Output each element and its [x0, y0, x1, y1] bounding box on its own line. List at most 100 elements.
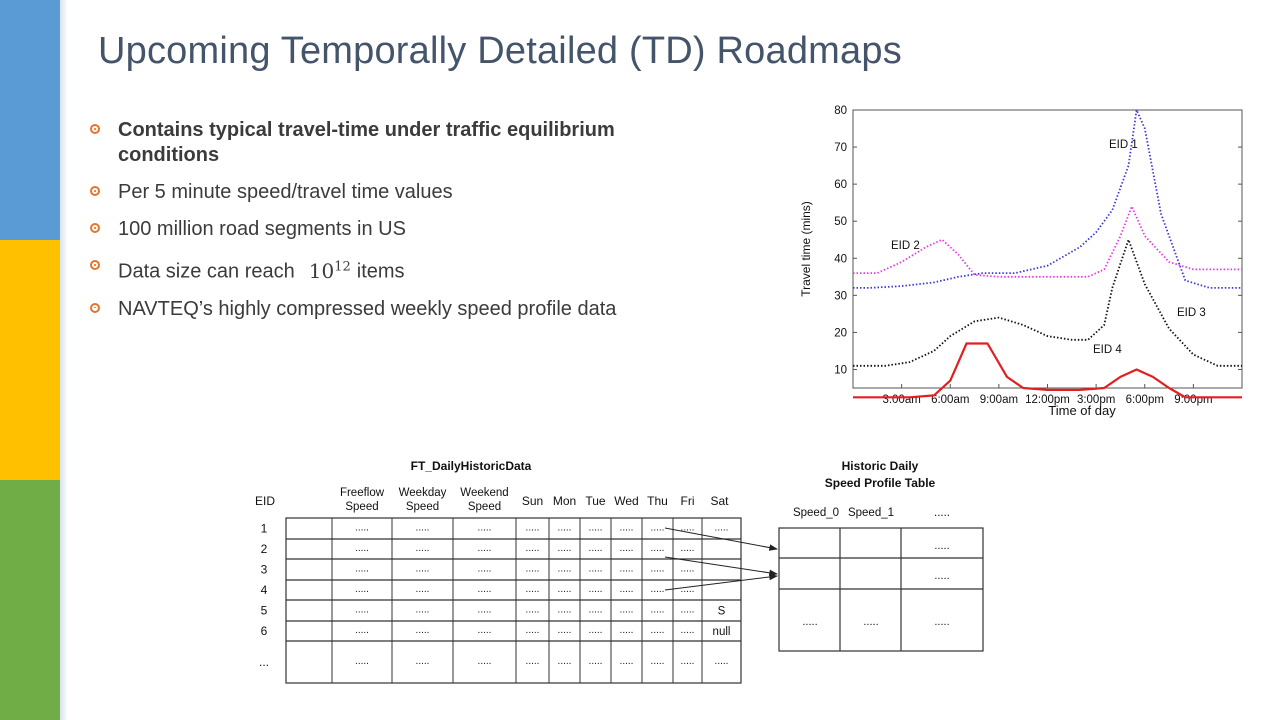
left-header-cell: Weekday: [399, 487, 447, 499]
link-arrow: [664, 556, 779, 577]
x-tick-label: 9:00pm: [1174, 394, 1212, 406]
series-label-eid3: EID 3: [1177, 307, 1206, 319]
table-cell: .....: [526, 625, 540, 636]
row-id: 1: [261, 522, 268, 536]
table-cell: .....: [526, 543, 540, 554]
table-cell: .....: [620, 543, 634, 554]
table-cell: .....: [478, 564, 492, 575]
left-table-rows: 1.......................................…: [259, 522, 730, 670]
table-cell: .....: [526, 584, 540, 595]
left-table-grid: [285, 517, 742, 684]
bullet-ring-icon: [90, 302, 100, 313]
accent-bar-yellow: [0, 240, 60, 480]
bullet-text: NAVTEQ’s highly compressed weekly speed …: [118, 297, 617, 320]
table-cell: .....: [589, 625, 603, 636]
table-cell: .....: [355, 656, 369, 667]
series-line-eid4: [853, 342, 1242, 399]
table-cell: .....: [620, 523, 634, 534]
table-cell: .....: [589, 564, 603, 575]
row-id: 2: [261, 542, 268, 556]
bullet-text: Contains typical travel-time under traff…: [118, 119, 615, 166]
series-line-eid2: [853, 205, 1242, 278]
table-diagram: FT_DailyHistoricData EID Freeflow Speed Wee…: [255, 459, 984, 684]
link-arrow: [664, 573, 779, 591]
row-id: 6: [261, 624, 268, 638]
table-cell: .....: [681, 523, 695, 534]
left-header-cell: Speed: [345, 501, 378, 513]
table-cell: .....: [620, 605, 634, 616]
left-header-cell: Weekend: [460, 487, 508, 499]
table-cell: .....: [558, 543, 572, 554]
y-axis-label: Travel time (mins): [800, 201, 813, 297]
table-cell: .....: [558, 584, 572, 595]
table-cell: .....: [681, 625, 695, 636]
accent-bar-shadow: [60, 0, 68, 720]
y-tick-label: 60: [834, 179, 847, 191]
table-cell: .....: [589, 523, 603, 534]
table-cell: .....: [651, 656, 665, 667]
left-table-header: EID Freeflow Speed Weekday Speed Weekend Speed…: [255, 487, 729, 513]
math-exponent: 12: [334, 259, 351, 274]
math-expression: 1012: [309, 259, 351, 283]
row-id: 4: [261, 583, 268, 597]
series-label-eid2: EID 2: [891, 240, 920, 252]
bullet-item: Contains typical travel-time under traff…: [90, 118, 690, 168]
left-header-cell: Fri: [681, 494, 695, 508]
table-cell: .....: [526, 523, 540, 534]
right-header-ellipsis: .....: [934, 507, 950, 519]
y-tick-label: 70: [834, 142, 847, 154]
bullet-text: 100 million road segments in US: [118, 218, 406, 240]
right-cell: .....: [934, 616, 949, 628]
table-cell: .....: [478, 523, 492, 534]
y-tick-label: 20: [834, 327, 847, 339]
table-cell: .....: [478, 543, 492, 554]
table-cell: S: [718, 606, 726, 618]
row-id: ...: [259, 655, 269, 669]
y-tick-label: 30: [834, 290, 847, 302]
table-cell: .....: [651, 523, 665, 534]
table-cell: .....: [558, 625, 572, 636]
table-cell: .....: [526, 564, 540, 575]
table-cell: .....: [558, 564, 572, 575]
y-tick-label: 40: [834, 253, 847, 265]
table-cell: .....: [651, 543, 665, 554]
table-cell: .....: [651, 625, 665, 636]
series-line-eid3: [853, 238, 1242, 367]
table-cell: .....: [355, 523, 369, 534]
table-cell: .....: [681, 584, 695, 595]
series-lines: [853, 109, 1242, 399]
left-table-title: FT_DailyHistoricData: [411, 459, 532, 473]
table-cell: .....: [416, 584, 430, 595]
x-tick-label: 9:00am: [980, 394, 1018, 406]
table-cell: .....: [681, 543, 695, 554]
table-cell: .....: [526, 605, 540, 616]
right-table-title-line2: Speed Profile Table: [825, 476, 936, 490]
table-cell: .....: [620, 656, 634, 667]
accent-bar-green: [0, 480, 60, 720]
series-label-eid4: EID 4: [1093, 344, 1122, 356]
right-cell: .....: [934, 540, 949, 552]
bullet-ring-icon: [90, 124, 100, 134]
row-id: 3: [261, 563, 268, 577]
table-cell: null: [713, 626, 731, 638]
bullet-ring-icon: [90, 223, 100, 233]
table-cell: .....: [355, 564, 369, 575]
left-header-cell: Freeflow: [340, 487, 385, 499]
table-cell: .....: [651, 564, 665, 575]
slide-title: Upcoming Temporally Detailed (TD) Roadma…: [98, 30, 902, 72]
table-cell: .....: [681, 564, 695, 575]
accent-bar-blue: [0, 0, 60, 240]
table-cell: .....: [416, 605, 430, 616]
link-arrow: [664, 527, 779, 551]
y-tick-label: 80: [834, 105, 847, 117]
bullet-item: Data size can reach 1012 items: [90, 254, 690, 285]
table-cell: .....: [526, 656, 540, 667]
series-label-eid1: EID 1: [1109, 139, 1138, 151]
bullet-ring-icon: [90, 260, 100, 270]
table-cell: .....: [651, 605, 665, 616]
left-header-cell: Speed: [406, 501, 439, 513]
table-cell: .....: [589, 656, 603, 667]
row-id: 5: [261, 604, 268, 618]
y-tick-label: 50: [834, 216, 847, 228]
